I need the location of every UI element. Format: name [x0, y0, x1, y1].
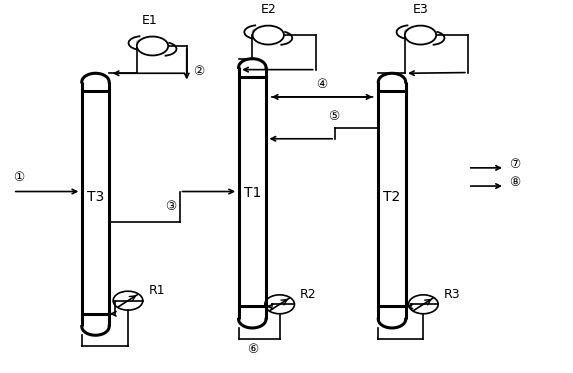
Text: ⑥: ⑥ — [246, 343, 258, 356]
Text: ②: ② — [194, 65, 205, 78]
Text: T3: T3 — [87, 190, 104, 204]
Text: E2: E2 — [260, 3, 276, 16]
Ellipse shape — [405, 26, 436, 44]
Text: R3: R3 — [444, 288, 461, 301]
Text: R2: R2 — [300, 288, 317, 301]
Text: ⑤: ⑤ — [328, 110, 339, 123]
Text: ⑦: ⑦ — [509, 158, 520, 171]
Text: E3: E3 — [413, 3, 429, 16]
Text: T1: T1 — [244, 186, 261, 200]
Text: ⑧: ⑧ — [509, 176, 520, 189]
Text: T2: T2 — [383, 190, 401, 204]
Text: ④: ④ — [316, 78, 328, 91]
Text: E1: E1 — [142, 14, 158, 27]
Text: ①: ① — [13, 171, 24, 184]
Ellipse shape — [253, 26, 284, 44]
Ellipse shape — [404, 28, 417, 35]
Text: ③: ③ — [166, 200, 176, 213]
Text: R1: R1 — [148, 284, 165, 297]
Ellipse shape — [136, 39, 148, 46]
Ellipse shape — [252, 28, 264, 35]
Ellipse shape — [137, 37, 168, 56]
